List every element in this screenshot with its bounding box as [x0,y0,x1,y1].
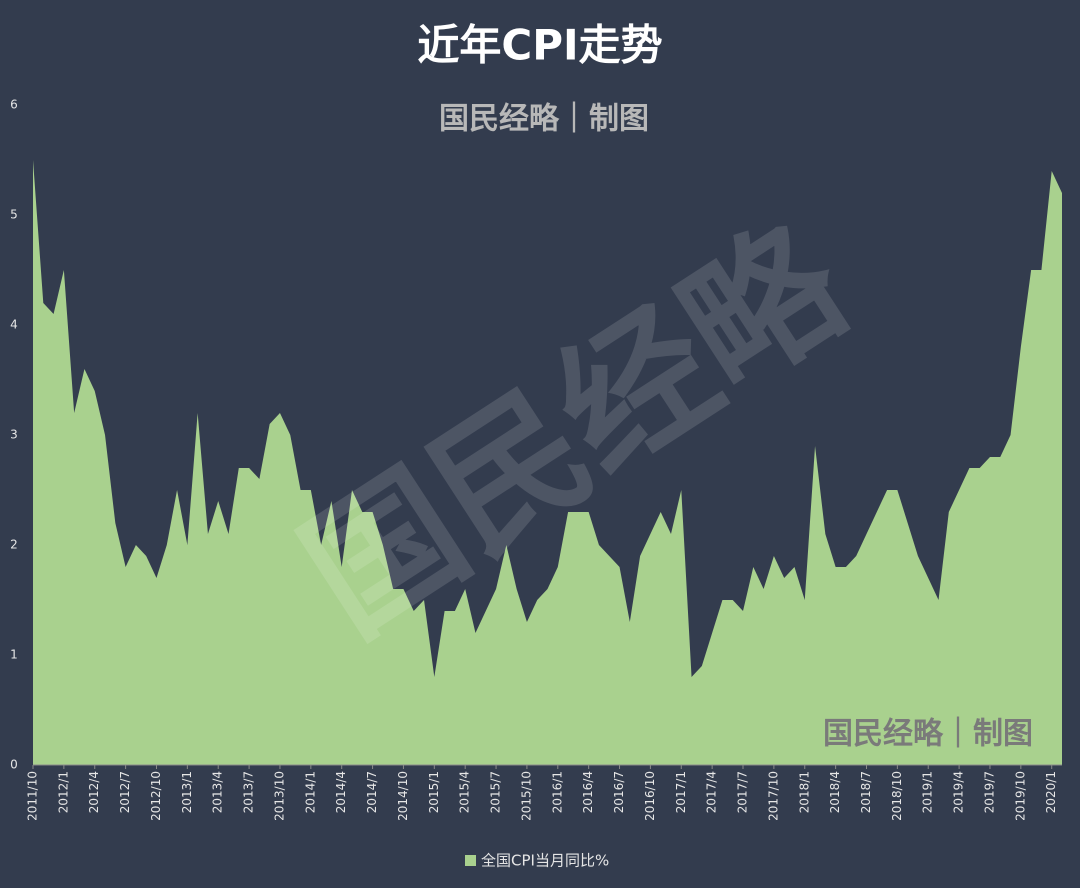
x-tick-label: 2016/1 [550,771,564,813]
x-tick-label: 2015/10 [519,771,533,821]
x-tick-label: 2018/4 [828,771,842,813]
chart-title: 近年CPI走势 [417,21,662,70]
x-tick-label: 2013/7 [242,771,256,813]
x-tick-label: 2013/4 [211,771,225,813]
x-tick-label: 2017/4 [705,771,719,813]
legend-label: 全国CPI当月同比% [481,852,609,870]
x-tick-label: 2015/7 [489,771,503,813]
y-tick-label: 4 [10,318,18,332]
x-tick-label: 2017/7 [736,771,750,813]
y-tick-label: 1 [10,648,18,662]
y-tick-label: 0 [10,758,18,772]
x-tick-label: 2017/10 [766,771,780,821]
x-tick-label: 2012/10 [149,771,163,821]
x-tick-label: 2019/10 [1013,771,1027,821]
x-tick-label: 2013/10 [272,771,286,821]
x-tick-label: 2019/7 [982,771,996,813]
x-tick-label: 2015/1 [427,771,441,813]
x-tick-label: 2017/1 [674,771,688,813]
x-tick-label: 2018/7 [859,771,873,813]
watermark: 国民经略｜制图 [823,717,1033,752]
x-tick-label: 2011/10 [26,771,40,821]
x-tick-label: 2016/7 [612,771,626,813]
x-tick-label: 2020/1 [1044,771,1058,813]
x-tick-label: 2016/4 [581,771,595,813]
x-tick-label: 2018/1 [797,771,811,813]
watermark: 国民经略｜制图 [439,102,649,137]
legend-swatch [465,855,476,866]
y-tick-label: 3 [10,428,18,442]
y-tick-label: 6 [10,98,18,112]
x-tick-label: 2016/10 [643,771,657,821]
x-tick-label: 2014/10 [396,771,410,821]
x-tick-label: 2019/4 [952,771,966,813]
x-tick-label: 2013/1 [180,771,194,813]
x-tick-label: 2012/4 [87,771,101,813]
x-tick-label: 2015/4 [458,771,472,813]
x-tick-label: 2018/10 [890,771,904,821]
x-tick-label: 2012/1 [56,771,70,813]
x-tick-label: 2014/4 [334,771,348,813]
x-tick-label: 2014/1 [303,771,317,813]
y-tick-label: 5 [10,208,18,222]
y-tick-label: 2 [10,538,18,552]
x-tick-label: 2012/7 [118,771,132,813]
area [33,160,1062,765]
x-tick-label: 2019/1 [921,771,935,813]
x-tick-label: 2014/7 [365,771,379,813]
